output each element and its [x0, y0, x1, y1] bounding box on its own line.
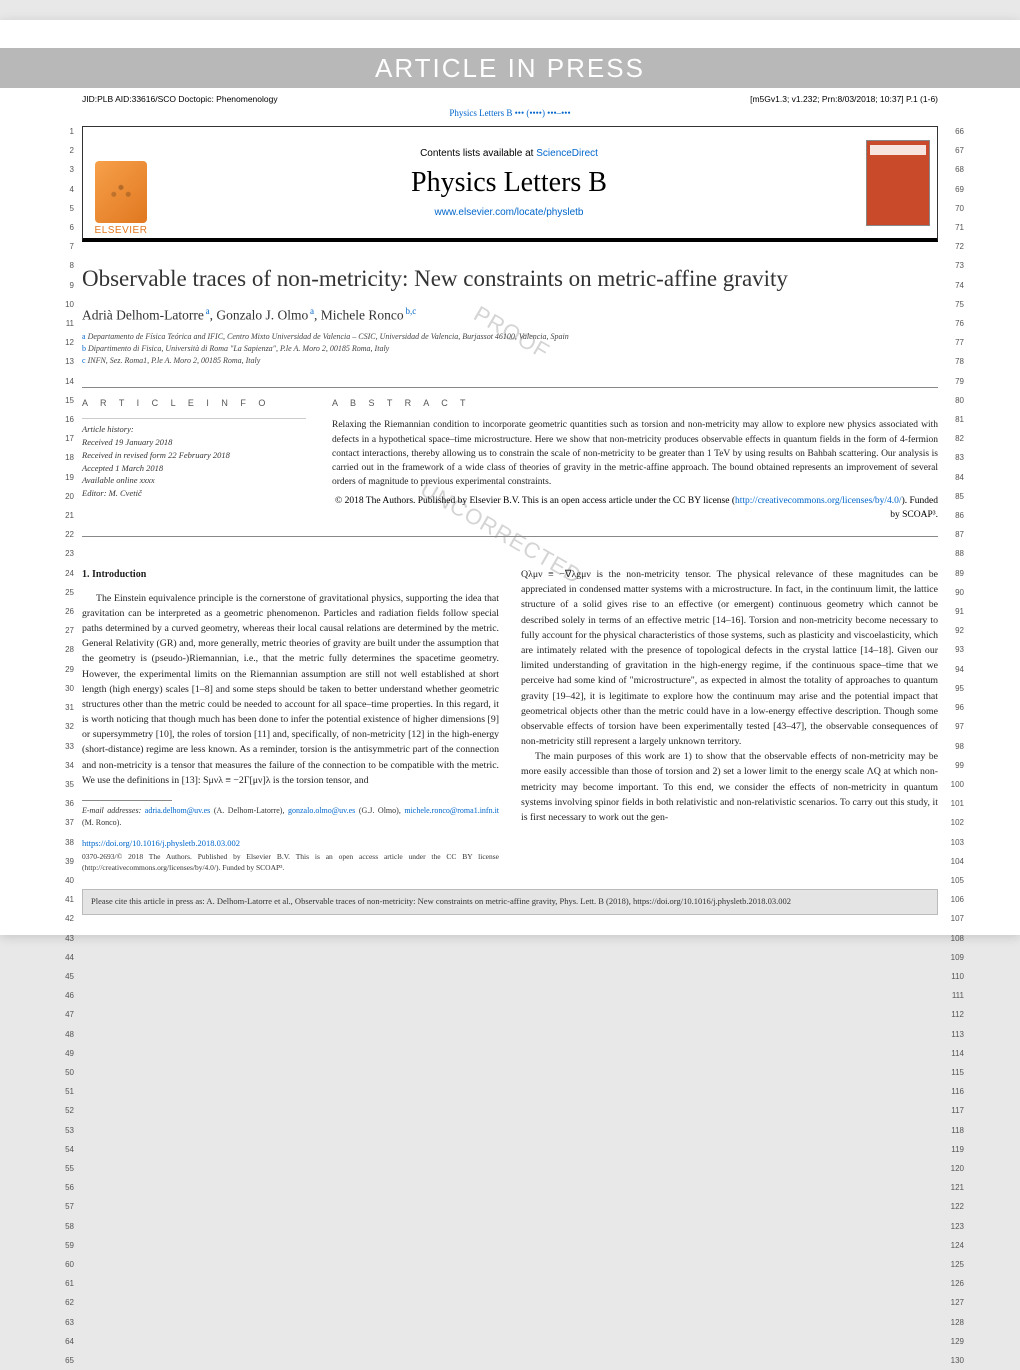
article-info-column: A R T I C L E I N F O Article history: R… — [82, 398, 306, 522]
header-left: JID:PLB AID:33616/SCO Doctopic: Phenomen… — [82, 94, 278, 104]
author-affiliation-sup: a — [308, 306, 314, 316]
abstract-copyright: © 2018 The Authors. Published by Elsevie… — [332, 494, 938, 523]
body-column-left: 1. Introduction The Einstein equivalence… — [82, 567, 499, 883]
sciencedirect-link[interactable]: ScienceDirect — [536, 148, 598, 159]
affiliation-line: b Dipartimento di Fisica, Università di … — [82, 343, 938, 355]
section-heading-1: 1. Introduction — [82, 567, 499, 583]
body-paragraph: The Einstein equivalence principle is th… — [82, 591, 499, 788]
online-date: Available online xxxx — [82, 474, 306, 487]
article-content: Observable traces of non-metricity: New … — [0, 242, 1020, 883]
journal-title: Physics Letters B — [411, 167, 607, 199]
body-two-column: 1. Introduction The Einstein equivalence… — [82, 567, 938, 883]
editor-name: Editor: M. Cvetič — [82, 487, 306, 500]
journal-citation-line: Physics Letters B ••• (••••) •••–••• — [0, 104, 1020, 126]
affiliation-line: c INFN, Sez. Roma1, P.le A. Moro 2, 0018… — [82, 355, 938, 367]
author-email-link[interactable]: adria.delhom@uv.es — [145, 806, 211, 815]
body-column-right: Qλμν ≡ −∇λgμν is the non-metricity tenso… — [521, 567, 938, 883]
contents-list-line: Contents lists available at ScienceDirec… — [420, 148, 598, 159]
abstract-column: A B S T R A C T Relaxing the Riemannian … — [332, 398, 938, 522]
doi-link[interactable]: https://doi.org/10.1016/j.physletb.2018.… — [82, 837, 499, 850]
history-label: Article history: — [82, 423, 306, 436]
revised-date: Received in revised form 22 February 201… — [82, 449, 306, 462]
contents-pre: Contents lists available at — [420, 148, 536, 159]
author-email-link[interactable]: gonzalo.olmo@uv.es — [288, 806, 355, 815]
email-label: E-mail addresses: — [82, 806, 141, 815]
author-list: Adrià Delhom-Latorre a, Gonzalo J. Olmo … — [82, 306, 938, 324]
affiliation-list: a Departamento de Física Teórica and IFI… — [82, 331, 938, 367]
author-affiliation-sup: b,c — [404, 306, 417, 316]
abstract-heading: A B S T R A C T — [332, 398, 938, 408]
running-header: JID:PLB AID:33616/SCO Doctopic: Phenomen… — [0, 20, 1020, 104]
journal-cover-thumbnail — [866, 140, 930, 226]
copyright-footer: 0370-2693/© 2018 The Authors. Published … — [82, 852, 499, 883]
publisher-logo-box: ELSEVIER — [83, 127, 159, 238]
body-paragraph: The main purposes of this work are 1) to… — [521, 749, 938, 825]
journal-cover-box — [859, 127, 937, 238]
article-title: Observable traces of non-metricity: New … — [82, 264, 938, 294]
abstract-text: Relaxing the Riemannian condition to inc… — [332, 418, 938, 489]
author-name: Gonzalo J. Olmo — [216, 307, 308, 322]
journal-url[interactable]: www.elsevier.com/locate/physletb — [435, 207, 584, 218]
received-date: Received 19 January 2018 — [82, 436, 306, 449]
citation-box: Please cite this article in press as: A.… — [82, 889, 938, 915]
elsevier-label: ELSEVIER — [95, 225, 148, 236]
masthead-center: Contents lists available at ScienceDirec… — [159, 127, 859, 238]
email-attribution: (A. Delhom-Latorre) — [214, 806, 283, 815]
elsevier-tree-icon — [95, 161, 147, 223]
page: ARTICLE IN PRESS JID:PLB AID:33616/SCO D… — [0, 20, 1020, 935]
body-paragraph: Qλμν ≡ −∇λgμν is the non-metricity tenso… — [521, 567, 938, 749]
email-attribution: (G.J. Olmo) — [359, 806, 399, 815]
affiliation-line: a Departamento de Física Teórica and IFI… — [82, 331, 938, 343]
author-name: Michele Ronco — [321, 307, 404, 322]
article-history: Article history: Received 19 January 201… — [82, 418, 306, 500]
author-email-link[interactable]: michele.ronco@roma1.infn.it — [404, 806, 499, 815]
footnote-separator — [82, 800, 172, 801]
accepted-date: Accepted 1 March 2018 — [82, 462, 306, 475]
email-footnotes: E-mail addresses: adria.delhom@uv.es (A.… — [82, 805, 499, 829]
info-abstract-row: A R T I C L E I N F O Article history: R… — [82, 387, 938, 537]
article-info-heading: A R T I C L E I N F O — [82, 398, 306, 408]
header-right: [m5Gv1.3; v1.232; Prn:8/03/2018; 10:37] … — [750, 94, 938, 104]
author-name: Adrià Delhom-Latorre — [82, 307, 204, 322]
journal-masthead: ELSEVIER Contents lists available at Sci… — [82, 126, 938, 242]
copyright-pre: © 2018 The Authors. Published by Elsevie… — [335, 496, 735, 506]
email-attribution: (M. Ronco) — [82, 818, 119, 827]
license-link[interactable]: http://creativecommons.org/licenses/by/4… — [735, 496, 902, 506]
author-affiliation-sup: a — [204, 306, 210, 316]
